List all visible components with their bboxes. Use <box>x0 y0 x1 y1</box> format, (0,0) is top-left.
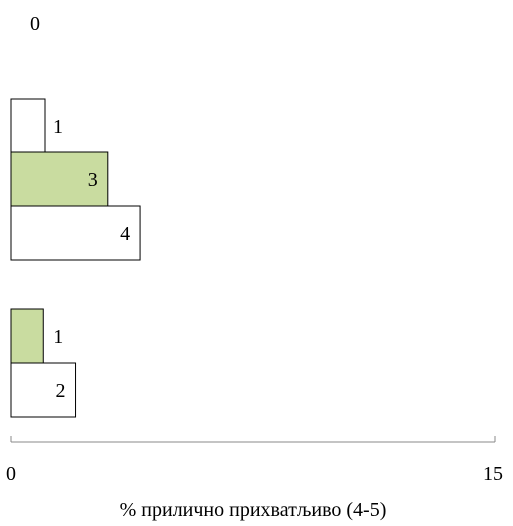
bar-green <box>10 308 44 364</box>
x-axis-title: % прилично прихватљиво (4-5) <box>120 499 387 521</box>
bar-data-label: 1 <box>53 326 63 348</box>
bar-white <box>10 205 141 261</box>
bar-white <box>10 362 77 418</box>
x-tick-label-min: 0 <box>6 463 16 485</box>
bar-green <box>10 151 109 207</box>
bar-data-label: 0 <box>30 13 40 35</box>
x-axis: 0 15 % прилично прихватљиво (4-5) <box>6 436 503 521</box>
bar-group: 01 <box>10 13 63 154</box>
bar-data-label: 2 <box>56 380 66 402</box>
bar-white <box>10 98 46 154</box>
bar-data-label: 3 <box>88 169 98 191</box>
bar-group: 12 <box>10 308 77 418</box>
bar-group: 34 <box>10 151 141 261</box>
bar-data-label: 4 <box>120 223 130 245</box>
x-tick-label-max: 15 <box>483 463 503 485</box>
bar-data-label: 1 <box>53 116 63 138</box>
